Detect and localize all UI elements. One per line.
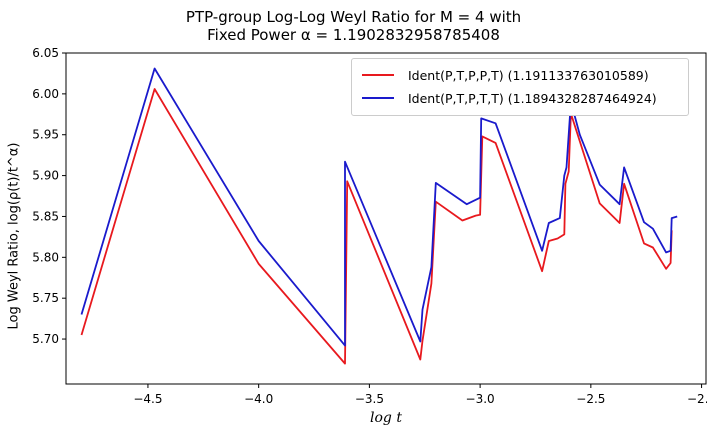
legend-label-blue: Ident(P,T,P,T,T) (1.1894328287464924)	[408, 90, 657, 106]
chart-title-line-2: Fixed Power α = 1.1902832958785408	[207, 26, 500, 44]
y-tick-label: 5.70	[32, 332, 59, 346]
series-line-blue	[80, 67, 678, 347]
legend-label-red: Ident(P,T,P,P,T) (1.191133763010589)	[408, 67, 649, 83]
y-tick-label: 5.90	[32, 169, 59, 183]
x-tick-label: −3.5	[355, 392, 384, 406]
x-tick-label: −4.5	[133, 392, 162, 406]
series-lines	[80, 67, 678, 365]
plot-area-frame	[65, 52, 707, 385]
y-tick-label: 6.05	[32, 46, 59, 60]
legend-swatch-blue	[362, 97, 394, 99]
x-axis: −4.5 −4.0 −3.5 −3.0 −2.5 −2.0	[133, 384, 707, 406]
legend-swatch-red	[362, 74, 394, 76]
legend: Ident(P,T,P,P,T) (1.191133763010589) Ide…	[351, 58, 689, 116]
y-tick-label: 5.75	[32, 291, 59, 305]
series-line-red	[80, 88, 673, 365]
x-tick-label: −2.5	[576, 392, 605, 406]
chart-title-line-1: PTP-group Log-Log Weyl Ratio for M = 4 w…	[185, 8, 522, 26]
legend-item-red: Ident(P,T,P,P,T) (1.191133763010589)	[362, 65, 649, 85]
y-tick-label: 6.00	[32, 87, 59, 101]
x-axis-label: log t	[370, 410, 402, 426]
legend-item-blue: Ident(P,T,P,T,T) (1.1894328287464924)	[362, 88, 657, 108]
y-axis: 5.70 5.75 5.80 5.85 5.90 5.95 6.00 6.05	[32, 46, 66, 346]
y-tick-label: 5.95	[32, 128, 59, 142]
x-tick-label: −3.0	[466, 392, 495, 406]
x-tick-label: −2.0	[687, 392, 707, 406]
y-tick-label: 5.85	[32, 209, 59, 223]
x-tick-label: −4.0	[244, 392, 273, 406]
y-tick-label: 5.80	[32, 250, 59, 264]
y-axis-label: Log Weyl Ratio, log(ρ(t)/t^α)	[6, 142, 22, 330]
